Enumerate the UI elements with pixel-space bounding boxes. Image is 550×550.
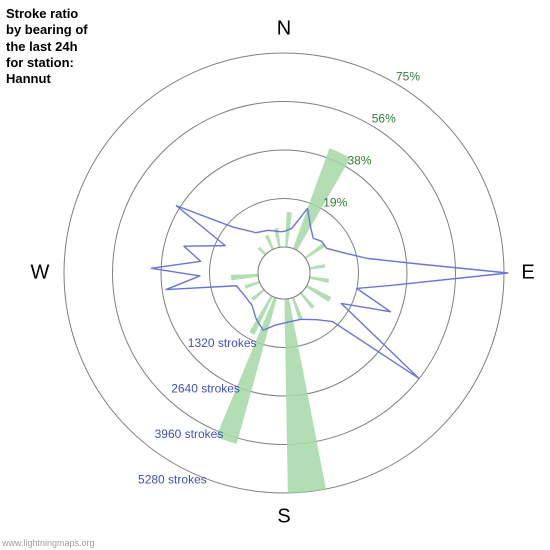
stroke-label: 3960 strokes	[155, 427, 224, 441]
green-wedge	[306, 285, 332, 302]
green-wedge	[292, 297, 303, 320]
green-wedge	[300, 292, 315, 309]
green-wedge	[244, 281, 260, 289]
percent-label: 75%	[396, 69, 420, 83]
green-wedge	[284, 299, 326, 493]
cardinal-e: E	[521, 261, 534, 283]
green-wedge	[265, 235, 274, 250]
green-wedge	[251, 289, 265, 301]
percent-label: 56%	[372, 111, 396, 125]
hub-circle-top	[258, 247, 310, 299]
cardinal-s: S	[277, 505, 290, 527]
green-wedge	[309, 264, 325, 270]
cardinal-w: W	[31, 261, 50, 283]
cardinal-n: N	[277, 17, 291, 39]
polar-chart: 19% 38% 56% 75% 1320 strokes 2640 strokes 3960…	[0, 0, 550, 550]
percent-label: 19%	[323, 195, 347, 209]
stroke-label: 2640 strokes	[171, 382, 240, 396]
green-wedge	[305, 243, 326, 259]
stroke-label: 1320 strokes	[188, 336, 257, 350]
green-wedge	[231, 274, 258, 280]
green-wedge	[258, 247, 267, 256]
stroke-label: 5280 strokes	[138, 473, 207, 487]
green-wedge	[309, 276, 329, 282]
percent-label: 38%	[348, 153, 372, 167]
